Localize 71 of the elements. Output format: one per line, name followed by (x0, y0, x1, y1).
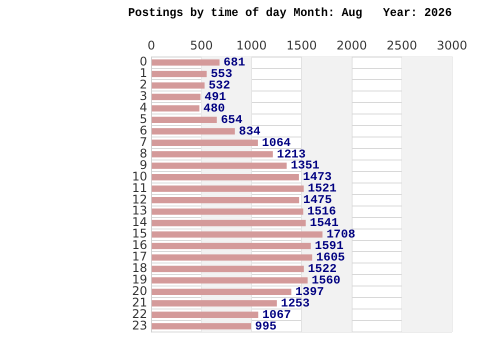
y-tick-label: 15 (132, 226, 148, 241)
data-label: 1351 (290, 158, 320, 173)
bar (152, 174, 299, 180)
data-label: 654 (220, 112, 242, 127)
bar (152, 105, 200, 112)
data-label: 1067 (262, 308, 292, 322)
data-label: 681 (224, 56, 246, 70)
x-tick-label: 3000 (436, 38, 468, 53)
bar (152, 231, 322, 238)
bar (152, 186, 304, 192)
bar (152, 140, 258, 146)
y-tick-label: 2 (140, 78, 148, 92)
data-label: 1475 (303, 193, 332, 208)
data-label: 1213 (276, 147, 306, 162)
y-tick-label: 22 (132, 306, 148, 321)
bar (152, 70, 207, 78)
bar (152, 116, 217, 124)
y-tick-label: 9 (140, 158, 148, 172)
y-tick-label: 17 (132, 250, 148, 264)
bar (152, 162, 287, 169)
y-tick-label: 18 (132, 261, 148, 276)
bar (152, 254, 312, 261)
data-label: 491 (204, 90, 226, 104)
bar (152, 128, 235, 134)
bar (152, 59, 220, 66)
data-label: 1560 (312, 273, 340, 288)
y-tick-label: 14 (132, 215, 148, 230)
y-tick-label: 16 (132, 238, 148, 252)
bar (152, 82, 205, 89)
bar (152, 300, 277, 306)
chart-title: Postings by time of day Month: Aug Year: 2026 (128, 6, 452, 20)
y-tick-label: 11 (132, 180, 148, 195)
data-label: 1064 (262, 136, 291, 150)
data-label: 1708 (326, 228, 356, 242)
y-tick-label: 23 (132, 318, 148, 332)
y-tick-label: 10 (132, 169, 148, 184)
bar (152, 208, 304, 215)
bar (152, 151, 273, 158)
data-label: 834 (238, 124, 260, 138)
bar (152, 277, 308, 284)
data-label: 1397 (295, 284, 324, 299)
data-label: 1541 (310, 216, 339, 230)
data-label: 1473 (302, 170, 332, 184)
y-tick-label: 7 (140, 134, 148, 149)
y-tick-label: 3 (140, 89, 148, 104)
y-tick-label: 1 (140, 66, 148, 80)
y-tick-label: 0 (140, 54, 148, 69)
bar (152, 288, 292, 296)
bar (152, 220, 306, 226)
y-tick-label: 6 (140, 123, 148, 138)
data-label: 1253 (280, 296, 310, 310)
data-label: 995 (255, 319, 277, 334)
bar (152, 323, 252, 330)
data-label: 1521 (308, 182, 337, 196)
data-label: 1522 (308, 262, 337, 276)
bar (152, 266, 304, 272)
y-tick-label: 13 (132, 204, 148, 218)
y-tick-label: 8 (140, 146, 148, 160)
x-tick-label: 500 (190, 38, 213, 53)
x-tick-label: 2500 (386, 38, 418, 53)
bar (152, 94, 200, 100)
y-tick-label: 12 (132, 192, 148, 206)
x-tick-label: 1000 (236, 38, 267, 53)
bar (152, 242, 311, 250)
x-tick-label: 1500 (286, 38, 317, 53)
bar (152, 196, 300, 204)
bar (152, 312, 258, 318)
data-label: 480 (203, 101, 225, 116)
data-label: 1516 (307, 204, 336, 219)
y-tick-label: 21 (132, 295, 148, 310)
x-tick-label: 2000 (336, 38, 368, 53)
